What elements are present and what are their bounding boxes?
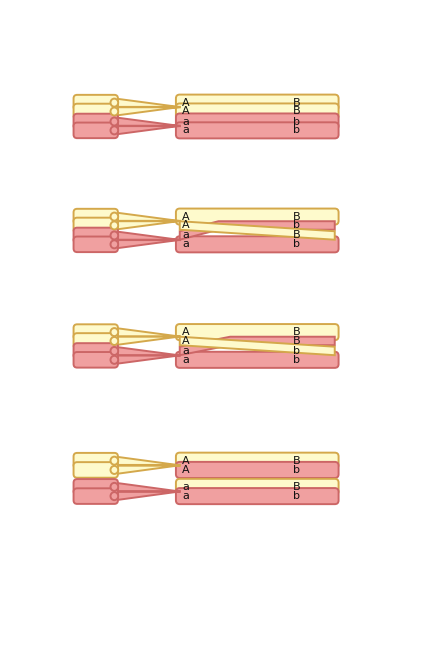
FancyBboxPatch shape xyxy=(74,324,118,340)
Polygon shape xyxy=(114,483,180,491)
Polygon shape xyxy=(114,231,180,240)
Text: A: A xyxy=(182,456,190,465)
Text: b: b xyxy=(293,465,300,475)
FancyBboxPatch shape xyxy=(74,95,118,110)
Polygon shape xyxy=(114,221,180,229)
FancyBboxPatch shape xyxy=(74,123,118,138)
Text: B: B xyxy=(293,212,301,222)
FancyBboxPatch shape xyxy=(176,122,339,138)
Text: a: a xyxy=(182,116,189,127)
FancyBboxPatch shape xyxy=(176,209,339,225)
Polygon shape xyxy=(114,337,180,345)
Text: b: b xyxy=(293,346,300,356)
FancyBboxPatch shape xyxy=(74,227,118,243)
Ellipse shape xyxy=(111,231,118,239)
Text: A: A xyxy=(182,107,190,116)
Ellipse shape xyxy=(111,107,118,116)
Ellipse shape xyxy=(111,337,118,345)
FancyBboxPatch shape xyxy=(176,324,339,340)
Ellipse shape xyxy=(111,213,118,220)
FancyBboxPatch shape xyxy=(176,352,339,368)
Text: A: A xyxy=(182,212,190,222)
Polygon shape xyxy=(114,465,180,474)
Polygon shape xyxy=(180,337,335,355)
Ellipse shape xyxy=(111,99,118,107)
Ellipse shape xyxy=(111,347,118,355)
FancyBboxPatch shape xyxy=(176,103,339,120)
Text: A: A xyxy=(182,336,190,346)
Text: b: b xyxy=(293,125,300,135)
Text: A: A xyxy=(182,327,190,337)
FancyBboxPatch shape xyxy=(176,95,339,110)
Text: B: B xyxy=(293,107,301,116)
FancyBboxPatch shape xyxy=(74,462,118,478)
Polygon shape xyxy=(180,221,335,240)
Text: a: a xyxy=(182,346,189,356)
Text: A: A xyxy=(182,465,190,475)
Ellipse shape xyxy=(111,483,118,491)
Text: a: a xyxy=(182,239,189,250)
FancyBboxPatch shape xyxy=(74,479,118,495)
FancyBboxPatch shape xyxy=(176,114,339,129)
Text: B: B xyxy=(293,336,301,346)
Polygon shape xyxy=(114,356,180,364)
FancyBboxPatch shape xyxy=(74,218,118,233)
Text: B: B xyxy=(293,98,301,108)
Text: a: a xyxy=(182,491,189,501)
Text: a: a xyxy=(182,482,189,492)
Text: b: b xyxy=(293,116,300,127)
Polygon shape xyxy=(114,98,180,107)
Polygon shape xyxy=(180,337,335,355)
FancyBboxPatch shape xyxy=(74,104,118,120)
Polygon shape xyxy=(180,221,335,240)
FancyBboxPatch shape xyxy=(74,352,118,368)
FancyBboxPatch shape xyxy=(176,236,339,252)
Polygon shape xyxy=(114,491,180,500)
Text: b: b xyxy=(293,239,300,250)
Text: A: A xyxy=(182,220,190,231)
Polygon shape xyxy=(114,456,180,465)
Text: b: b xyxy=(293,220,300,231)
Text: B: B xyxy=(293,456,301,465)
Ellipse shape xyxy=(111,457,118,465)
Text: a: a xyxy=(182,125,189,135)
FancyBboxPatch shape xyxy=(74,333,118,349)
Polygon shape xyxy=(114,328,180,337)
Text: B: B xyxy=(293,231,301,240)
Polygon shape xyxy=(114,240,180,248)
FancyBboxPatch shape xyxy=(176,479,339,495)
Ellipse shape xyxy=(111,328,118,336)
Ellipse shape xyxy=(111,222,118,229)
Polygon shape xyxy=(114,126,180,135)
Ellipse shape xyxy=(111,356,118,364)
Text: b: b xyxy=(293,491,300,501)
FancyBboxPatch shape xyxy=(176,488,339,504)
Polygon shape xyxy=(114,107,180,116)
Text: B: B xyxy=(293,327,301,337)
FancyBboxPatch shape xyxy=(74,114,118,129)
Polygon shape xyxy=(114,117,180,126)
FancyBboxPatch shape xyxy=(74,237,118,252)
Ellipse shape xyxy=(111,466,118,474)
Text: a: a xyxy=(182,231,189,240)
FancyBboxPatch shape xyxy=(74,488,118,504)
Polygon shape xyxy=(114,346,180,356)
FancyBboxPatch shape xyxy=(74,209,118,224)
Polygon shape xyxy=(114,213,180,221)
Ellipse shape xyxy=(111,492,118,500)
Ellipse shape xyxy=(111,118,118,125)
Text: a: a xyxy=(182,355,189,365)
Text: A: A xyxy=(182,98,190,108)
FancyBboxPatch shape xyxy=(176,462,339,478)
FancyBboxPatch shape xyxy=(176,452,339,469)
FancyBboxPatch shape xyxy=(74,453,118,469)
Ellipse shape xyxy=(111,240,118,248)
Text: b: b xyxy=(293,355,300,365)
FancyBboxPatch shape xyxy=(74,343,118,359)
Ellipse shape xyxy=(111,126,118,135)
Text: B: B xyxy=(293,482,301,492)
